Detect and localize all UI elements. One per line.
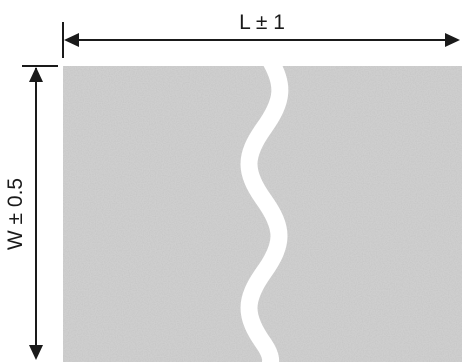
material-sample <box>63 66 462 362</box>
break-line <box>240 66 289 362</box>
material-texture <box>63 66 462 362</box>
length-dimension: L ± 1 <box>62 11 460 58</box>
width-label: W ± 0.5 <box>4 178 27 250</box>
width-arrow-top <box>29 67 43 82</box>
length-arrow-right <box>445 33 460 47</box>
width-arrow-bottom <box>29 345 43 360</box>
length-arrow-left <box>64 33 79 47</box>
length-label: L ± 1 <box>239 11 285 34</box>
width-dimension: W ± 0.5 <box>4 65 58 360</box>
